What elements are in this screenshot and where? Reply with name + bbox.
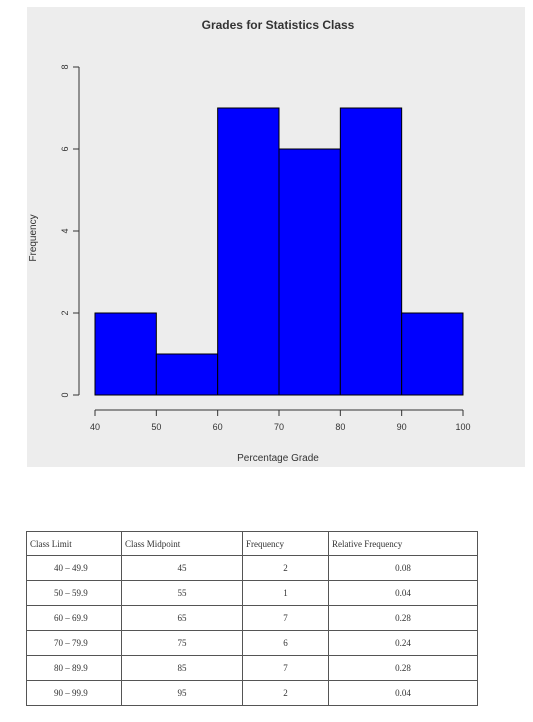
cell-frequency: 2 — [242, 555, 329, 581]
cell-relative-frequency: 0.28 — [328, 605, 478, 631]
histogram-bars — [94, 107, 464, 396]
y-tick-label: 8 — [60, 64, 70, 69]
table-row: 80 – 89.9 85 7 0.28 — [26, 655, 478, 681]
histogram-chart: Grades for Statistics Class Percentage G… — [28, 18, 471, 464]
cell-class-midpoint: 85 — [121, 655, 243, 681]
y-axis-label: Frequency — [28, 214, 39, 261]
table-header-row: Class Limit Class Midpoint Frequency Rel… — [26, 531, 478, 556]
x-axis-label: Percentage Grade — [237, 453, 319, 464]
histogram-bar — [278, 148, 341, 396]
cell-class-midpoint: 45 — [121, 555, 243, 581]
y-tick-label: 0 — [60, 392, 70, 397]
cell-class-limit: 80 – 89.9 — [26, 655, 122, 681]
cell-frequency: 7 — [242, 655, 329, 681]
cell-class-midpoint: 65 — [121, 605, 243, 631]
x-axis: 40 50 60 70 80 90 100 — [90, 409, 471, 432]
y-tick-label: 2 — [60, 310, 70, 315]
table-row: 40 – 49.9 45 2 0.08 — [26, 555, 478, 581]
histogram-bar — [401, 312, 464, 396]
cell-relative-frequency: 0.24 — [328, 630, 478, 656]
cell-frequency: 2 — [242, 680, 329, 706]
table-row: 50 – 59.9 55 1 0.04 — [26, 580, 478, 606]
y-axis: 0 2 4 6 8 — [60, 64, 80, 398]
cell-class-midpoint: 55 — [121, 580, 243, 606]
cell-frequency: 1 — [242, 580, 329, 606]
header-class-midpoint: Class Midpoint — [121, 531, 243, 556]
x-tick-label: 40 — [90, 422, 100, 432]
x-tick-label: 50 — [151, 422, 161, 432]
header-frequency: Frequency — [242, 531, 329, 556]
cell-class-midpoint: 75 — [121, 630, 243, 656]
y-tick-label: 4 — [60, 228, 70, 233]
cell-relative-frequency: 0.04 — [328, 580, 478, 606]
cell-relative-frequency: 0.28 — [328, 655, 478, 681]
chart-title: Grades for Statistics Class — [202, 18, 355, 32]
table-row: 90 – 99.9 95 2 0.04 — [26, 680, 478, 706]
x-tick-label: 80 — [335, 422, 345, 432]
cell-class-limit: 40 – 49.9 — [26, 555, 122, 581]
x-tick-label: 90 — [397, 422, 407, 432]
x-tick-label: 70 — [274, 422, 284, 432]
cell-frequency: 7 — [242, 605, 329, 631]
cell-frequency: 6 — [242, 630, 329, 656]
cell-relative-frequency: 0.04 — [328, 680, 478, 706]
cell-class-midpoint: 95 — [121, 680, 243, 706]
table-row: 70 – 79.9 75 6 0.24 — [26, 630, 478, 656]
histogram-bar — [94, 312, 157, 396]
header-relative-frequency: Relative Frequency — [328, 531, 478, 556]
x-tick-label: 60 — [213, 422, 223, 432]
cell-class-limit: 50 – 59.9 — [26, 580, 122, 606]
histogram-bar — [217, 107, 280, 396]
cell-relative-frequency: 0.08 — [328, 555, 478, 581]
table-row: 60 – 69.9 65 7 0.28 — [26, 605, 478, 631]
header-class-limit: Class Limit — [26, 531, 122, 556]
y-tick-label: 6 — [60, 146, 70, 151]
cell-class-limit: 60 – 69.9 — [26, 605, 122, 631]
frequency-table: Class Limit Class Midpoint Frequency Rel… — [26, 531, 478, 706]
cell-class-limit: 90 – 99.9 — [26, 680, 122, 706]
histogram-bar — [339, 107, 403, 396]
cell-class-limit: 70 – 79.9 — [26, 630, 122, 656]
histogram-bar — [155, 353, 219, 396]
histogram-panel: Grades for Statistics Class Percentage G… — [27, 7, 525, 467]
x-tick-label: 100 — [455, 422, 470, 432]
